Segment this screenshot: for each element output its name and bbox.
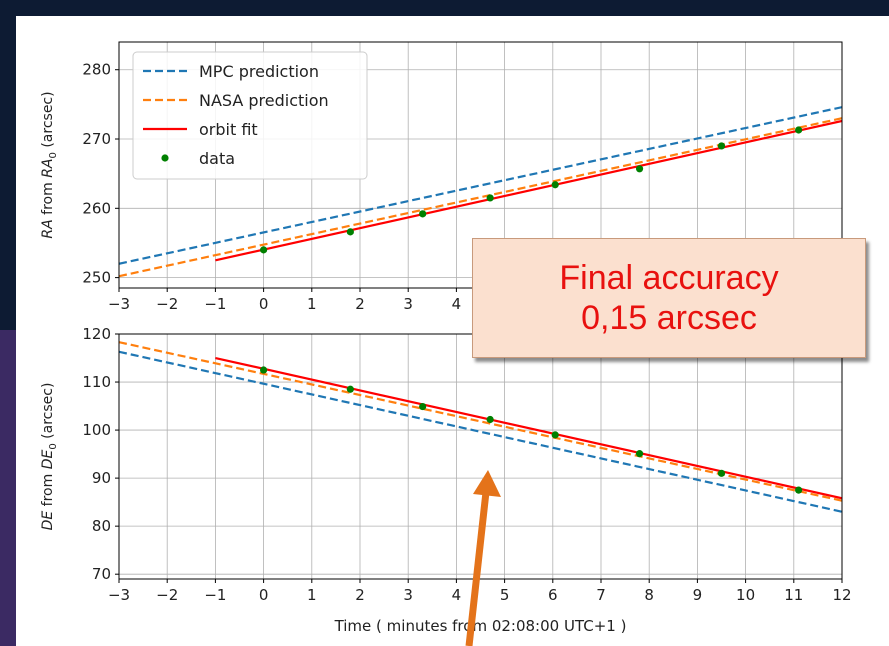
x-tick-label: −2 bbox=[156, 586, 178, 604]
data-point bbox=[486, 194, 494, 202]
y-tick-label: 100 bbox=[82, 421, 111, 439]
data-point bbox=[717, 142, 726, 150]
x-tick-label: −1 bbox=[204, 586, 226, 604]
y-tick-label: 260 bbox=[82, 199, 111, 217]
y-tick-label: 280 bbox=[82, 61, 111, 79]
data-point bbox=[260, 366, 268, 374]
data-point bbox=[419, 210, 427, 218]
x-tick-label: 12 bbox=[832, 586, 851, 604]
y-tick-label: 270 bbox=[82, 130, 111, 148]
legend: MPC prediction NASA prediction orbit fit da… bbox=[132, 51, 368, 180]
y-tick-label: 110 bbox=[82, 373, 111, 391]
legend-box bbox=[132, 51, 368, 180]
data-point bbox=[551, 431, 559, 439]
mpc-prediction-line bbox=[119, 106, 842, 265]
y-axis-label: DE from DE0 (arcsec) bbox=[40, 383, 59, 531]
x-axis-label: Time ( minutes from 02:08:00 UTC+1 ) bbox=[334, 617, 627, 635]
arrow-head bbox=[473, 470, 501, 497]
y-axis-label: RA from RA0 (arcsec) bbox=[40, 91, 59, 238]
series-group bbox=[119, 341, 842, 513]
x-tick-label: 4 bbox=[452, 295, 462, 313]
x-tick-label: 3 bbox=[403, 295, 413, 313]
data-point bbox=[346, 385, 354, 393]
de-chart: −3 −2 −1 0 1 2 3 4 5 6 7 8 9 10 11 12708090100110120DE … bbox=[40, 325, 852, 635]
x-tick-label: 11 bbox=[784, 586, 803, 604]
y-tick-label: 70 bbox=[92, 565, 111, 583]
left-starfield-image bbox=[0, 330, 16, 646]
arrow-shaft bbox=[465, 491, 490, 646]
data-point bbox=[795, 126, 803, 134]
mpc-prediction-line bbox=[119, 350, 842, 513]
legend-label: MPC prediction bbox=[199, 62, 319, 81]
y-tick-label: 120 bbox=[82, 325, 111, 343]
x-tick-label: 9 bbox=[693, 586, 703, 604]
data-point bbox=[260, 246, 268, 254]
data-point bbox=[717, 469, 726, 477]
x-tick-label: 5 bbox=[500, 586, 510, 604]
pointer-arrow bbox=[465, 470, 501, 646]
data-point bbox=[486, 415, 494, 424]
x-tick-label: 2 bbox=[355, 295, 365, 313]
x-tick-label: −3 bbox=[108, 295, 130, 313]
y-tick-label: 250 bbox=[82, 269, 111, 287]
x-tick-label: 7 bbox=[596, 586, 606, 604]
annotation-line-1: Final accuracy bbox=[559, 259, 779, 297]
x-tick-label: 3 bbox=[403, 586, 413, 604]
x-tick-label: 1 bbox=[307, 295, 317, 313]
ra-chart: −3−2−10123456789101112250260270280RA fro… bbox=[40, 41, 852, 313]
data-point bbox=[346, 228, 354, 236]
data-point bbox=[419, 402, 427, 411]
x-tick-label: 1 bbox=[307, 586, 317, 604]
data-point bbox=[635, 165, 644, 173]
data-point bbox=[795, 486, 803, 494]
x-tick-label: 6 bbox=[548, 586, 558, 604]
x-tick-label: −3 bbox=[108, 586, 130, 604]
orbit-fit-line bbox=[215, 119, 842, 262]
legend-marker bbox=[161, 154, 169, 162]
orbit-fit-line bbox=[215, 356, 842, 500]
legend-label: orbit fit bbox=[199, 120, 258, 139]
x-tick-label: 0 bbox=[259, 295, 269, 313]
data-point bbox=[551, 181, 559, 189]
legend-label: NASA prediction bbox=[199, 91, 329, 110]
x-tick-label: 4 bbox=[452, 586, 462, 604]
x-tick-label: −1 bbox=[204, 295, 226, 313]
x-tick-label: 8 bbox=[644, 586, 654, 604]
data-point bbox=[635, 450, 644, 458]
x-tick-label: 10 bbox=[736, 586, 755, 604]
series-group bbox=[119, 106, 842, 278]
x-tick-label: 0 bbox=[259, 586, 269, 604]
legend-label: data bbox=[199, 149, 235, 168]
x-tick-label: 2 bbox=[355, 586, 365, 604]
accuracy-annotation: Final accuracy 0,15 arcsec bbox=[472, 238, 866, 358]
annotation-line-2: 0,15 arcsec bbox=[581, 299, 757, 337]
y-tick-label: 90 bbox=[92, 469, 111, 487]
x-tick-label: −2 bbox=[156, 295, 178, 313]
y-tick-label: 80 bbox=[92, 517, 111, 535]
